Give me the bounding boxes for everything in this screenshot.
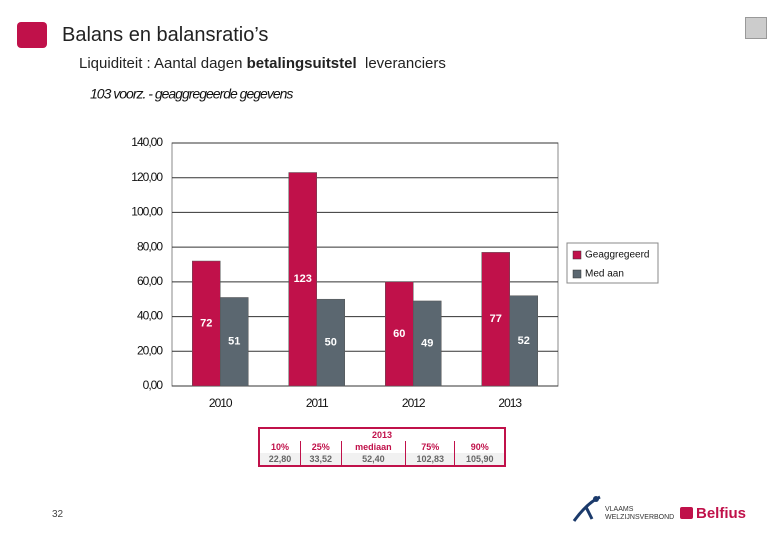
subtitle: Liquiditeit : Aantal dagen betalingsuits…	[79, 55, 446, 72]
value-label: 52	[518, 335, 530, 347]
slide-title: Balans en balansratio’s	[62, 24, 269, 46]
bar	[509, 295, 538, 387]
value-label: 123	[294, 273, 312, 285]
table-header: 2013	[258, 428, 505, 441]
table-column: 10%	[258, 441, 301, 453]
value-label: 60	[393, 328, 405, 340]
subtitle-part: Liquiditeit : Aantal dagen	[79, 55, 247, 72]
home-button[interactable]	[745, 17, 767, 39]
x-tick-label: 2013	[498, 396, 522, 410]
legend-swatch	[572, 269, 582, 279]
x-tick-label: 2012	[402, 396, 426, 410]
value-label: 49	[421, 337, 433, 349]
logo-belfius: Belfius	[696, 505, 747, 522]
bar	[481, 252, 510, 387]
chart: 103 voorz. - geaggregeerde gegevens 0,00…	[90, 86, 659, 410]
value-label: 50	[325, 337, 337, 349]
y-tick-label: 20,00	[137, 343, 163, 357]
value-label: 51	[228, 336, 240, 348]
subtitle-part: leveranciers	[356, 55, 446, 72]
x-tick-label: 2011	[306, 396, 329, 410]
table-column: mediaan	[340, 441, 406, 453]
logo-vwv: VLAAMS WELZIJNSVERBOND	[605, 506, 675, 521]
bar	[220, 297, 249, 387]
table-value: 52,40	[340, 453, 406, 466]
table-column: 25%	[299, 441, 342, 453]
value-label: 77	[490, 313, 502, 325]
logo-vwv-icon	[572, 493, 602, 523]
bar	[413, 300, 442, 387]
y-tick-label: 40,00	[137, 309, 163, 323]
table-column: 75%	[405, 441, 455, 453]
table-column: 90%	[454, 441, 505, 453]
table-value: 33,52	[299, 453, 342, 466]
y-tick-label: 120,00	[131, 170, 163, 184]
legend-box	[566, 242, 659, 284]
bar	[192, 260, 221, 387]
legend-swatch	[572, 250, 582, 260]
y-tick-label: 80,00	[137, 239, 163, 253]
bar	[288, 172, 317, 387]
y-tick-label: 0,00	[143, 378, 164, 392]
table-value: 102,83	[405, 453, 455, 466]
percentile-table: 2013 10% 25% mediaan 75% 90% 22,80 33,52 52,40…	[258, 427, 506, 467]
table-value: 105,90	[454, 453, 505, 466]
table-value: 22,80	[258, 453, 301, 466]
value-label: 72	[200, 317, 212, 329]
page-number: 32	[52, 509, 64, 520]
x-tick-label: 2010	[209, 396, 233, 410]
legend-label: Med aan	[585, 269, 624, 280]
brand-square	[17, 22, 47, 48]
y-tick-label: 100,00	[131, 205, 163, 219]
bar	[316, 298, 345, 387]
legend-label: Geaggregeerd	[585, 250, 650, 261]
y-tick-label: 60,00	[137, 274, 163, 288]
subtitle-bold: betalingsuitstel	[246, 55, 357, 72]
logo-belfius-icon	[680, 507, 693, 519]
y-tick-label: 140,00	[131, 135, 163, 149]
chart-title: 103 voorz. - geaggregeerde gegevens	[90, 86, 293, 102]
